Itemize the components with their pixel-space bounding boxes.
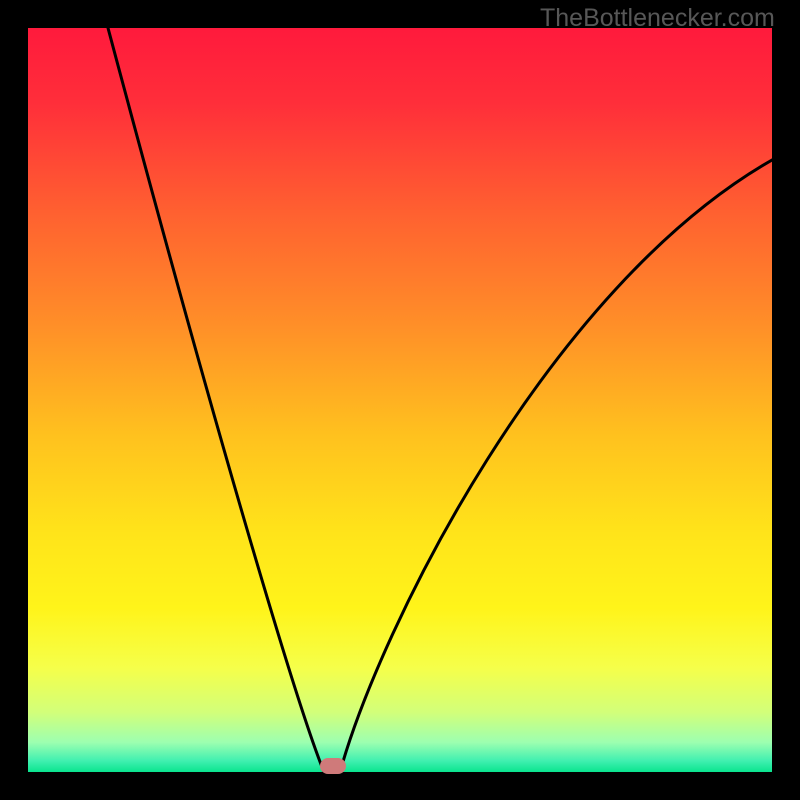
chart-frame: TheBottlenecker.com (0, 0, 800, 800)
curve-svg (28, 28, 772, 772)
minimum-marker (320, 758, 346, 774)
watermark-text: TheBottlenecker.com (540, 4, 775, 33)
plot-area (28, 28, 772, 772)
